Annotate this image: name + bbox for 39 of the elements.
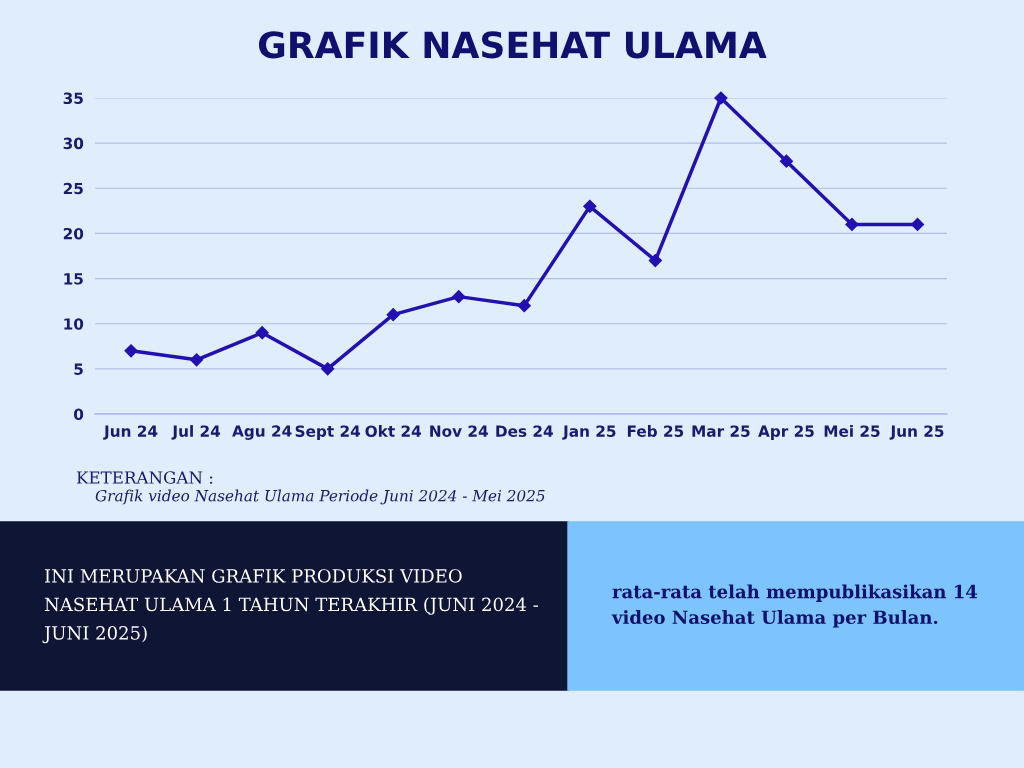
point xyxy=(386,308,400,322)
point xyxy=(714,91,728,105)
x-tick-label: Mar 25 xyxy=(692,425,750,437)
x-tick-label: Feb 25 xyxy=(627,425,684,437)
point xyxy=(910,217,925,231)
y-tick-label: 5 xyxy=(74,363,83,375)
x-tick-label: Jun 24 xyxy=(103,425,158,440)
point xyxy=(648,253,662,268)
x-tick-label: Okt 24 xyxy=(365,425,422,437)
x-tick-label: Des 24 xyxy=(496,425,553,437)
y-tick-label: 25 xyxy=(63,182,83,195)
y-tick-label: 0 xyxy=(73,408,84,421)
point xyxy=(779,154,794,168)
point xyxy=(124,344,138,358)
point xyxy=(321,362,335,376)
x-tick-label: Jul 24 xyxy=(171,425,221,440)
text: Grafik video Nasehat Ulama Periode Juni 2024 - Mei 2025 xyxy=(95,489,545,505)
y-tick-label: 30 xyxy=(63,137,84,150)
x-tick-label: Jun 25 xyxy=(889,425,944,440)
x-tick-label: Nov 24 xyxy=(430,425,488,437)
x-tick-label: Apr 25 xyxy=(758,425,814,440)
x-tick-label: Agu 24 xyxy=(232,425,292,440)
point xyxy=(452,290,466,304)
point xyxy=(845,217,859,231)
x-tick-label: Sept 24 xyxy=(295,425,361,440)
text: KETERANGAN : xyxy=(76,471,213,484)
point xyxy=(583,199,597,213)
x-tick-label: Mei 25 xyxy=(824,425,880,437)
point xyxy=(517,299,531,313)
y-tick-label: 10 xyxy=(64,318,84,330)
text: rata-rata telah mempublikasikan 14 video Nasehat Ulama per Bulan. xyxy=(611,584,978,628)
point xyxy=(255,326,269,340)
chart-title: GRAFIK NASEHAT ULAMA xyxy=(258,31,767,59)
x-tick-label: Jan 25 xyxy=(562,425,616,440)
y-tick-label: 35 xyxy=(63,92,83,105)
text: INI MERUPAKAN GRAFIK PRODUKSI VIDEO NASEHAT ULAMA 1 TAHUN TERAKHIR (JUNI 2024 - JUNI 2025) xyxy=(42,569,539,644)
point xyxy=(189,353,204,367)
y-tick-label: 15 xyxy=(64,273,83,285)
y-tick-label: 20 xyxy=(63,227,84,240)
